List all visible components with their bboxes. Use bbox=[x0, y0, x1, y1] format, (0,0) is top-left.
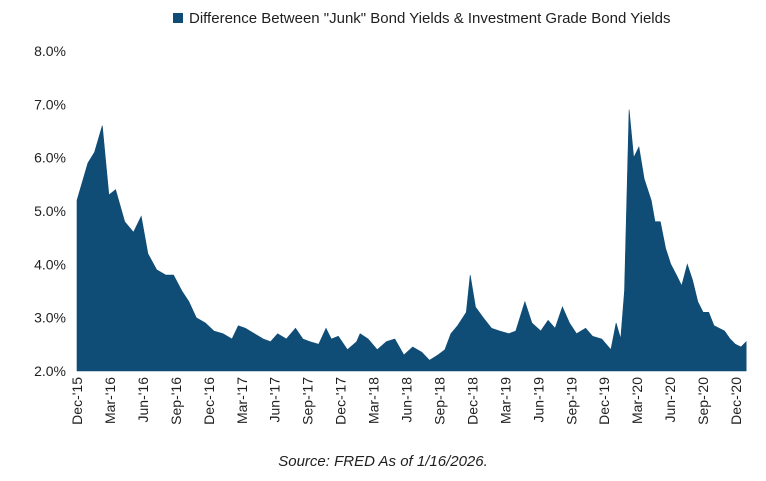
x-tick-label: Sep-'19 bbox=[563, 377, 579, 425]
x-tick-label: Mar-'19 bbox=[497, 377, 513, 424]
legend-swatch bbox=[173, 13, 183, 23]
y-tick-label: 4.0% bbox=[34, 256, 66, 272]
x-tick-label: Sep-'20 bbox=[695, 377, 711, 425]
x-tick-label: Jun-'19 bbox=[530, 377, 546, 423]
x-tick-label: Mar-'17 bbox=[234, 377, 250, 424]
y-axis: 2.0% 3.0% 4.0% 5.0% 6.0% 7.0% 8.0% bbox=[34, 43, 66, 379]
x-tick-label: Dec-'18 bbox=[464, 377, 480, 425]
x-axis: Dec-'15 Mar-'16 Jun-'16 Sep-'16 Dec-'16 Mar-'… bbox=[69, 377, 744, 425]
x-tick-label: Sep-'16 bbox=[168, 377, 184, 425]
legend-label: Difference Between "Junk" Bond Yields & … bbox=[189, 10, 671, 27]
x-tick-label: Dec-'15 bbox=[69, 377, 85, 425]
x-tick-label: Mar-'20 bbox=[629, 377, 645, 424]
x-tick-label: Jun-'17 bbox=[267, 377, 283, 423]
y-tick-label: 3.0% bbox=[34, 310, 66, 326]
x-tick-label: Sep-'17 bbox=[300, 377, 316, 425]
x-tick-label: Mar-'16 bbox=[102, 377, 118, 424]
x-tick-label: Jun-'20 bbox=[662, 377, 678, 423]
x-tick-label: Sep-'18 bbox=[432, 377, 448, 425]
legend: Difference Between "Junk" Bond Yields & … bbox=[173, 10, 671, 27]
x-tick-label: Jun-'18 bbox=[399, 377, 415, 423]
y-tick-label: 6.0% bbox=[34, 150, 66, 166]
x-tick-label: Dec-'16 bbox=[201, 377, 217, 425]
series-area bbox=[76, 109, 747, 372]
x-tick-label: Jun-'16 bbox=[135, 377, 151, 423]
x-tick-label: Dec-'19 bbox=[596, 377, 612, 425]
y-tick-label: 2.0% bbox=[34, 363, 66, 379]
x-tick-label: Mar-'18 bbox=[366, 377, 382, 424]
source-note: Source: FRED As of 1/16/2026. bbox=[278, 453, 488, 470]
y-tick-label: 5.0% bbox=[34, 203, 66, 219]
y-tick-label: 7.0% bbox=[34, 96, 66, 112]
x-tick-label: Dec-'17 bbox=[333, 377, 349, 425]
x-tick-label: Dec-'20 bbox=[728, 377, 744, 425]
y-tick-label: 8.0% bbox=[34, 43, 66, 59]
